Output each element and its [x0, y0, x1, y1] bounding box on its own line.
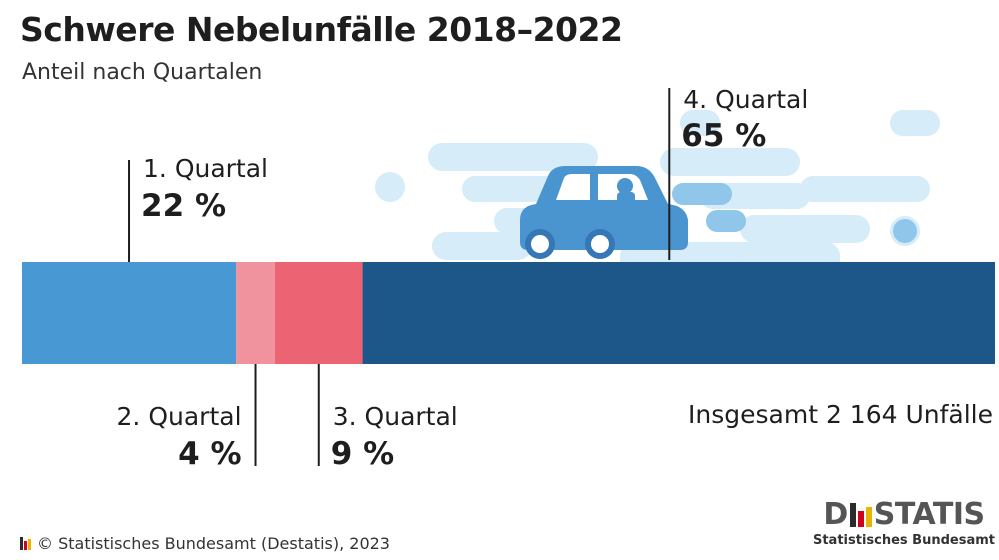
brand-subtitle: Statistisches Bundesamt	[812, 533, 995, 548]
copyright-text: © Statistisches Bundesamt (Destatis), 20…	[37, 534, 390, 553]
total-label: Insgesamt 2 164 Unfälle	[688, 400, 993, 429]
label-quartal-4: 4. Quartal	[683, 85, 809, 114]
bar-segment-quartal-2	[236, 262, 275, 364]
car-in-fog-icon	[375, 110, 940, 276]
value-label-quartal-3: 9 %	[330, 436, 395, 472]
label-quartal-3: 3. Quartal	[332, 402, 458, 431]
value-label-quartal-2: 4 %	[178, 436, 242, 472]
destatis-flag-icon	[849, 503, 872, 527]
bar-segment-quartal-1	[22, 262, 237, 364]
bar-segment-quartal-3	[274, 262, 363, 364]
chart-title: Schwere Nebelunfälle 2018–2022	[20, 10, 623, 49]
value-label-quartal-4: 65 %	[681, 118, 767, 154]
stacked-bar	[22, 262, 995, 364]
value-label-quartal-1: 22 %	[141, 188, 227, 224]
label-quartal-1: 1. Quartal	[143, 154, 269, 183]
chart-subtitle: Anteil nach Quartalen	[22, 60, 263, 85]
destatis-logo: D STATIS Statistisches Bundesamt	[812, 497, 995, 549]
destatis-flag-icon	[20, 537, 31, 550]
bar-segment-quartal-4	[362, 262, 995, 364]
footer-copyright: © Statistisches Bundesamt (Destatis), 20…	[20, 534, 390, 553]
brand-right: STATIS	[873, 497, 985, 532]
leader-lines	[128, 88, 671, 466]
brand-left: D	[823, 497, 848, 532]
label-quartal-2: 2. Quartal	[116, 402, 242, 431]
